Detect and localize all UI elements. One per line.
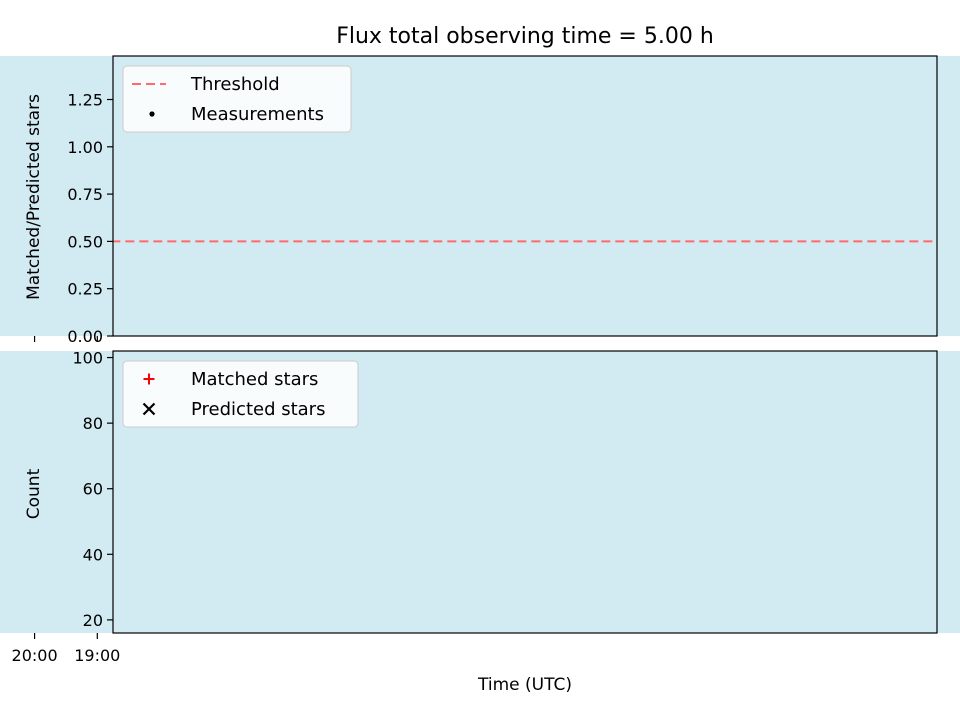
chart-title: Flux total observing time = 5.00 h xyxy=(336,24,714,49)
x-tick-label: 19:00 xyxy=(74,646,120,665)
legend-label: Predicted stars xyxy=(191,399,325,420)
y-tick-label: 0.00 xyxy=(67,327,103,346)
axes-frame xyxy=(112,55,938,337)
bottom-axes: 2040608010019:0020:0021:0022:0023:0000:0… xyxy=(0,349,960,665)
y-tick-label: 1.00 xyxy=(67,138,103,157)
legend-label: Matched stars xyxy=(191,369,318,390)
legend: Matched stars Predicted stars xyxy=(122,360,359,428)
bottom-y-axis-label: Count xyxy=(24,468,44,519)
y-tick-label: 0.75 xyxy=(67,185,103,204)
y-tick-label: 60 xyxy=(83,480,103,499)
legend-symbol xyxy=(149,111,155,117)
y-tick-label: 40 xyxy=(83,545,103,564)
y-tick-label: 0.50 xyxy=(67,232,103,251)
legend: Threshold Measurements xyxy=(122,65,352,133)
y-tick-label: 20 xyxy=(83,611,103,630)
y-tick-label: 1.25 xyxy=(67,91,103,110)
legend-symbol xyxy=(143,373,155,385)
y-tick-label: 80 xyxy=(83,414,103,433)
legend-label: Threshold xyxy=(190,74,280,95)
top-axes: 0.00 0.25 0.50 0.75 1.00 1.25 Threshold Measure… xyxy=(0,55,960,346)
legend-symbol xyxy=(142,402,156,416)
legend-label: Measurements xyxy=(191,104,324,125)
axes-frame xyxy=(112,350,938,634)
y-tick-label: 0.25 xyxy=(67,280,103,299)
top-y-axis-label: Matched/Predicted stars xyxy=(24,94,44,300)
x-tick-label: 20:00 xyxy=(12,646,58,665)
x-axis-label: Time (UTC) xyxy=(477,675,572,695)
y-tick-label: 100 xyxy=(72,349,103,368)
